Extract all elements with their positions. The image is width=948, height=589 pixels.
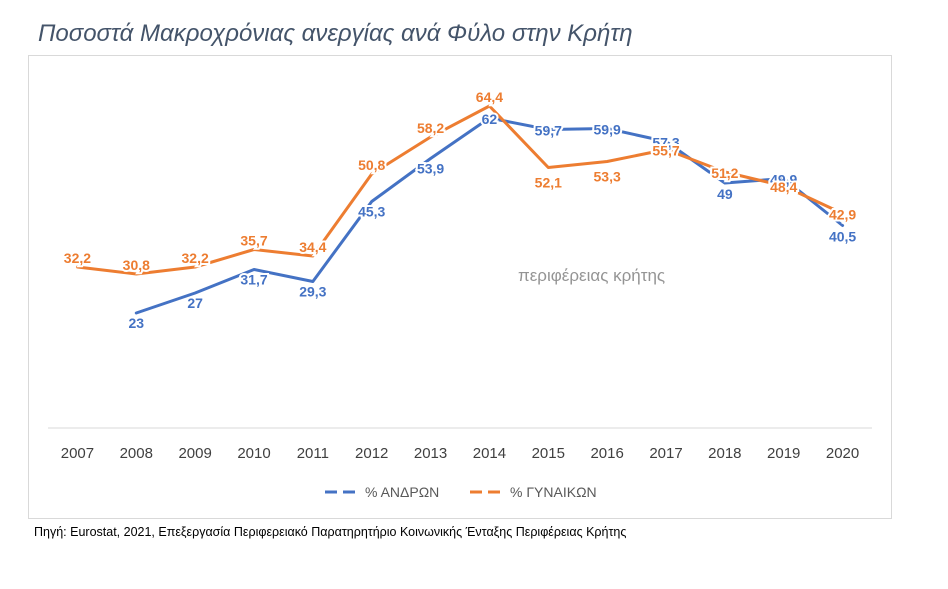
legend-women-label: % ΓΥΝΑΙΚΩΝ	[510, 484, 597, 500]
x-tick-label: 2018	[708, 445, 741, 462]
x-tick-label: 2009	[178, 445, 211, 462]
women-data-label: 42,9	[829, 207, 856, 223]
watermark-line-2: κοινωνικής ένταξης	[518, 248, 662, 267]
chart-area	[28, 55, 892, 519]
women-data-label: 30,8	[123, 257, 150, 273]
men-data-label: 31,7	[240, 272, 267, 288]
men-series-line	[134, 116, 845, 315]
chart-title: Ποσοστά Μακροχρόνιας ανεργίας ανά Φύλο σ…	[38, 20, 633, 47]
x-tick-label: 2008	[120, 445, 153, 462]
women-data-label: 58,2	[417, 120, 444, 136]
x-tick-label: 2012	[355, 445, 388, 462]
men-data-label: 57,3	[652, 135, 679, 151]
women-data-label: 50,8	[358, 157, 385, 173]
men-data-label: 59,7	[535, 123, 562, 139]
women-data-label: 51,2	[711, 165, 738, 181]
women-data-label: 48,4	[770, 179, 797, 195]
legend-men-label: % ΑΝΔΡΩΝ	[365, 484, 439, 500]
women-data-label: 32,2	[182, 250, 209, 266]
men-data-label: 53,9	[417, 161, 444, 177]
men-data-label: 62	[482, 111, 498, 127]
x-tick-label: 2015	[532, 445, 565, 462]
x-tick-label: 2017	[649, 445, 682, 462]
men-data-label: 40,5	[829, 229, 856, 245]
x-tick-label: 2011	[297, 445, 329, 462]
x-tick-label: 2013	[414, 445, 447, 462]
women-data-label: 32,2	[64, 250, 91, 266]
legend: % ΑΝΔΡΩΝ % ΓΥΝΑΙΚΩΝ	[325, 484, 597, 500]
women-data-label: 53,3	[594, 169, 621, 185]
men-data-label: 49,9	[770, 172, 797, 188]
women-data-label: 64,4	[476, 89, 503, 105]
women-series-line	[75, 104, 845, 276]
x-tick-label: 2019	[767, 445, 800, 462]
x-tick-label: 2010	[237, 445, 270, 462]
watermark-logo: περιφερειακό παρατηρητήριο κοινωνικής έν…	[399, 229, 738, 285]
women-data-label: 35,7	[240, 233, 267, 249]
x-tick-label: 2020	[826, 445, 859, 462]
men-data-label: 49	[717, 186, 733, 202]
men-data-label: 23	[128, 315, 144, 331]
x-tick-label: 2007	[61, 445, 94, 462]
men-data-label: 45,3	[358, 204, 385, 220]
x-tick-label: 2016	[590, 445, 623, 462]
men-data-label: 59,9	[594, 122, 621, 138]
men-data-label: 27	[187, 295, 203, 311]
women-data-label: 34,4	[299, 239, 326, 255]
men-data-label: 29,3	[299, 284, 326, 300]
women-data-label: 55,7	[652, 143, 679, 159]
source-note: Πηγή: Eurostat, 2021, Επεξεργασία Περιφε…	[34, 525, 627, 539]
women-data-label: 52,1	[535, 175, 562, 191]
watermark-line-3: περιφέρειας κρήτης	[518, 266, 665, 285]
watermark-line-1: περιφερειακό παρατηρητήριο	[518, 229, 738, 248]
x-tick-label: 2014	[473, 445, 506, 462]
